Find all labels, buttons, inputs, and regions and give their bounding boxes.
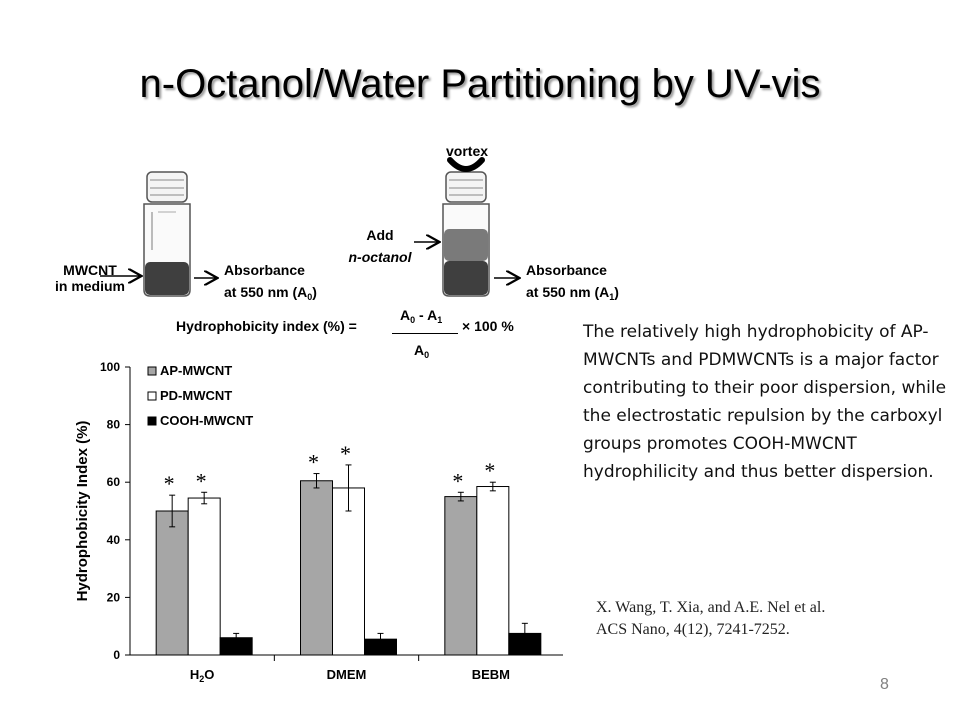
description-text: The relatively high hydrophobicity of AP…: [583, 322, 947, 482]
y-tick-label: 40: [107, 533, 121, 547]
legend-label: AP-MWCNT: [160, 363, 232, 378]
y-tick-label: 0: [113, 648, 120, 662]
vial1-result-line2: at 550 nm (A0): [224, 284, 317, 302]
bar: [476, 486, 510, 656]
vial1-icon: [143, 171, 191, 297]
significance-star: *: [164, 471, 175, 496]
significance-star: *: [484, 458, 495, 483]
add-label-line1: Add: [366, 227, 394, 243]
bar: [155, 510, 189, 656]
add-octanol-label: Add n-octanol: [330, 224, 430, 268]
vortex-label: vortex: [446, 143, 489, 159]
vial2-medium-layer: [444, 261, 488, 295]
vial1-medium: [145, 262, 189, 295]
x-tick-label: DMEM: [327, 667, 367, 682]
bar: [300, 480, 333, 656]
citation-line2: ACS Nano, 4(12), 7241-7252.: [596, 621, 790, 638]
vial1-label: MWCNT in medium: [40, 262, 140, 294]
citation: X. Wang, T. Xia, and A.E. Nel et al. ACS…: [596, 597, 936, 641]
add-label-line2: n-octanol: [348, 249, 412, 265]
vial2-result: Absorbance at 550 nm (A1): [526, 259, 619, 308]
y-tick-label: 60: [107, 475, 121, 489]
y-tick-label: 20: [107, 590, 121, 604]
vial1-label-line1: MWCNT: [63, 262, 117, 278]
citation-line1: X. Wang, T. Xia, and A.E. Nel et al.: [596, 599, 826, 616]
formula-label: Hydrophobicity index (%) =: [176, 318, 357, 334]
significance-star: *: [452, 468, 463, 493]
vial1-label-line2: in medium: [54, 278, 125, 294]
vial2-octanol-layer: [444, 229, 488, 261]
y-axis-label: Hydrophobicity Index (%): [74, 421, 91, 602]
bar: [187, 497, 221, 656]
formula-denominator: A0: [414, 342, 430, 360]
legend-swatch: [147, 391, 157, 401]
y-tick-label: 80: [107, 418, 121, 432]
legend-label: PD-MWCNT: [160, 388, 232, 403]
vial2-result-line2: at 550 nm (A1): [526, 284, 619, 302]
legend-swatch: [147, 366, 157, 376]
x-tick-label: H2O: [190, 667, 215, 684]
legend-label: COOH-MWCNT: [160, 413, 253, 428]
bar: [332, 487, 365, 656]
legend-swatch: [147, 416, 157, 426]
slide-number: 8: [880, 676, 889, 693]
significance-star: *: [308, 450, 319, 475]
formula-fraction-bar: [392, 333, 458, 334]
vial2-result-line1: Absorbance: [526, 262, 607, 278]
y-tick-label: 100: [100, 360, 120, 374]
slide-title: n-Octanol/Water Partitioning by UV-vis: [139, 62, 821, 106]
x-tick-label: BEBM: [472, 667, 510, 682]
vortex-arc-icon: [447, 157, 485, 172]
formula-numerator: A0 - A1: [400, 307, 443, 325]
formula-suffix: × 100 %: [462, 318, 514, 334]
vial1-result: Absorbance at 550 nm (A0): [224, 259, 317, 308]
vial1-result-line1: Absorbance: [224, 262, 305, 278]
vial2-icon: [442, 171, 490, 297]
bar: [444, 496, 478, 656]
significance-star: *: [340, 441, 351, 466]
significance-star: *: [196, 468, 207, 493]
